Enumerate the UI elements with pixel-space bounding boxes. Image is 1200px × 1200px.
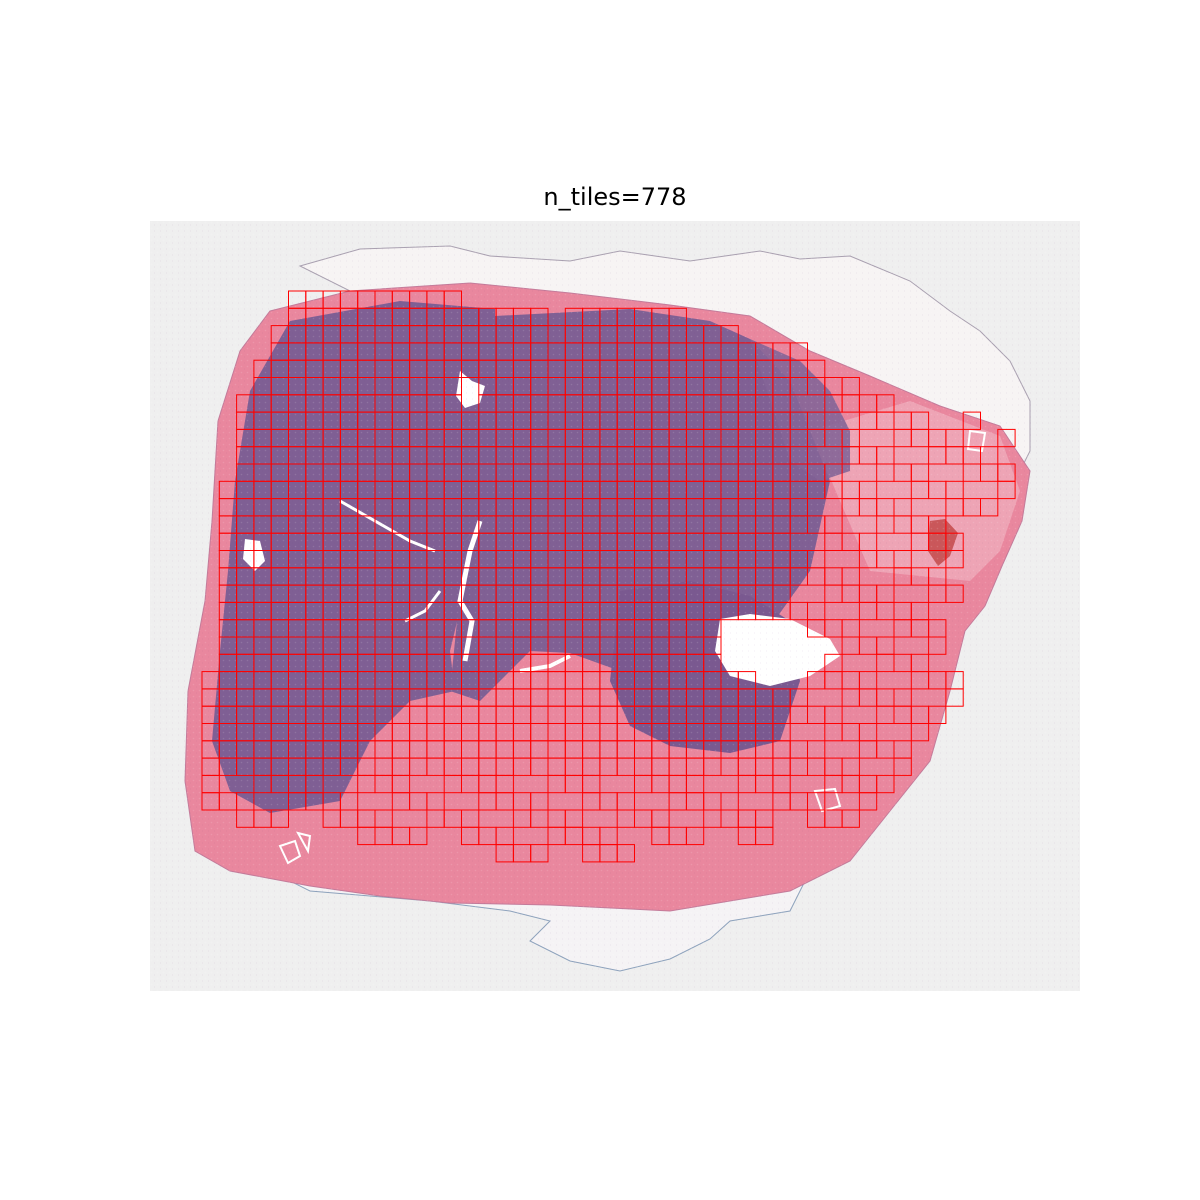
tile <box>997 480 1016 500</box>
tile <box>928 636 947 655</box>
tile <box>858 792 878 811</box>
tile <box>980 498 999 517</box>
tile <box>841 809 860 828</box>
tissue-slide-image <box>150 221 1080 991</box>
tile <box>409 826 428 846</box>
tile <box>530 844 549 863</box>
tile <box>962 411 982 430</box>
tissue-grain-texture <box>150 221 1080 991</box>
tile <box>685 826 705 846</box>
tile <box>755 826 774 846</box>
tile <box>945 584 964 603</box>
tile <box>270 809 289 828</box>
slide-canvas <box>150 221 1080 991</box>
tile <box>616 844 636 863</box>
tile <box>945 688 964 707</box>
tile <box>876 774 895 794</box>
tile <box>997 428 1016 448</box>
tile-grid-overlay <box>201 290 1016 863</box>
tile <box>928 705 947 725</box>
figure-title: n_tiles=778 <box>543 183 687 211</box>
tile <box>945 550 964 569</box>
tile <box>910 723 930 742</box>
tile <box>893 757 912 776</box>
